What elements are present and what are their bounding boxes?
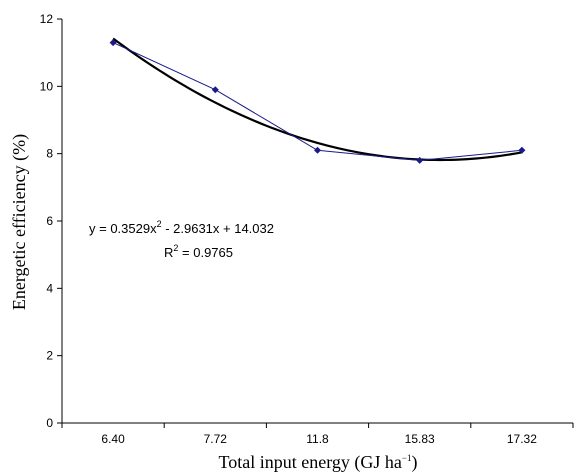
data-point-15.83: [416, 156, 424, 164]
y-tick-label: 12: [40, 12, 54, 26]
data-point-11.8: [314, 146, 321, 154]
x-tick-label: 11.8: [306, 432, 329, 446]
data-point-6.40: [109, 39, 117, 47]
data-point-17.32: [518, 146, 526, 154]
x-tick-label: 17.32: [507, 432, 537, 446]
x-tick-label: 6.40: [101, 432, 125, 446]
x-axis-title: Total input energy (GJ ha−1): [219, 452, 418, 473]
y-tick-label: 4: [46, 281, 53, 295]
y-tick-label: 10: [40, 79, 54, 93]
trendline-group: [112, 37, 523, 162]
y-tick-label: 6: [46, 214, 53, 228]
y-axis-title: Energetic efficiency (%): [9, 134, 30, 310]
x-tick-label: 15.83: [405, 432, 435, 446]
trendline-equation: y = 0.3529x2 - 2.9631x + 14.032: [89, 219, 274, 236]
x-ticks: 6.40 7.72 11.8 15.83 17.32: [61, 423, 574, 446]
r-squared-label: R2 = 0.9765: [164, 243, 233, 260]
y-ticks: 0 2 4 6 8 10 12: [40, 12, 62, 430]
series-group: [109, 39, 526, 164]
y-tick-label: 0: [46, 416, 53, 430]
data-point-7.72: [211, 86, 219, 94]
y-tick-label: 8: [46, 147, 53, 161]
x-tick-label: 7.72: [204, 432, 228, 446]
trendline-curve: [112, 37, 523, 162]
y-tick-label: 2: [46, 349, 53, 363]
